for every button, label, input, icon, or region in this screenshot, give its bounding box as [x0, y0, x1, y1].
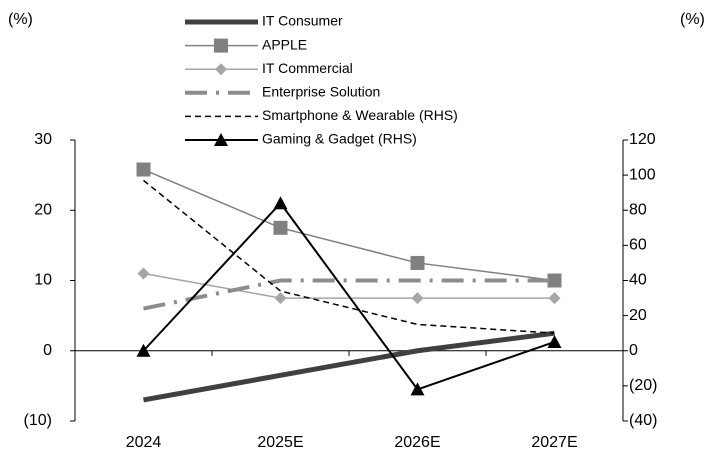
x-tick-label: 2026E — [394, 434, 440, 451]
point — [273, 196, 288, 210]
y2-tick-label: 20 — [629, 307, 647, 324]
legend-marker — [214, 133, 228, 146]
point — [548, 292, 561, 305]
y2-axis-label: (%) — [680, 11, 705, 28]
point — [547, 273, 562, 288]
y-tick-label: 20 — [34, 201, 52, 218]
point — [410, 255, 425, 270]
y2-tick-label: 60 — [629, 237, 647, 254]
y-tick-label: 10 — [34, 272, 52, 289]
point — [136, 343, 151, 357]
legend-label: APPLE — [262, 36, 307, 52]
series-line — [143, 179, 555, 334]
y-tick-label: (10) — [24, 412, 52, 429]
series-line — [143, 272, 555, 299]
legend-marker — [215, 63, 227, 76]
series-line — [143, 330, 555, 403]
y2-tick-label: (20) — [629, 377, 657, 394]
x-tick-label: 2024 — [126, 434, 162, 451]
point — [547, 334, 562, 348]
point — [273, 220, 288, 235]
legend-label: Enterprise Solution — [262, 84, 380, 100]
y-axis-label: (%) — [8, 11, 33, 28]
y2-tick-label: 80 — [629, 201, 647, 218]
y-tick-label: 30 — [34, 131, 52, 148]
legend-label: Smartphone & Wearable (RHS) — [262, 107, 458, 123]
y2-tick-label: 100 — [629, 166, 656, 183]
y2-tick-label: (40) — [629, 412, 657, 429]
legend-label: Gaming & Gadget (RHS) — [262, 131, 417, 147]
series-line — [142, 201, 555, 391]
y-tick-label: 0 — [43, 342, 52, 359]
point — [411, 292, 424, 305]
x-tick-label: 2027E — [531, 434, 577, 451]
x-tick-label: 2025E — [257, 434, 303, 451]
y2-tick-label: 120 — [629, 131, 656, 148]
legend-label: IT Consumer — [262, 13, 343, 29]
point — [136, 162, 151, 177]
legend-marker — [214, 38, 228, 53]
y2-tick-label: 0 — [629, 342, 638, 359]
series-line — [143, 168, 555, 282]
point — [410, 382, 425, 396]
point — [137, 267, 150, 280]
series-line — [143, 278, 555, 311]
y2-tick-label: 40 — [629, 272, 647, 289]
legend-label: IT Commercial — [262, 60, 353, 76]
point — [274, 292, 287, 305]
